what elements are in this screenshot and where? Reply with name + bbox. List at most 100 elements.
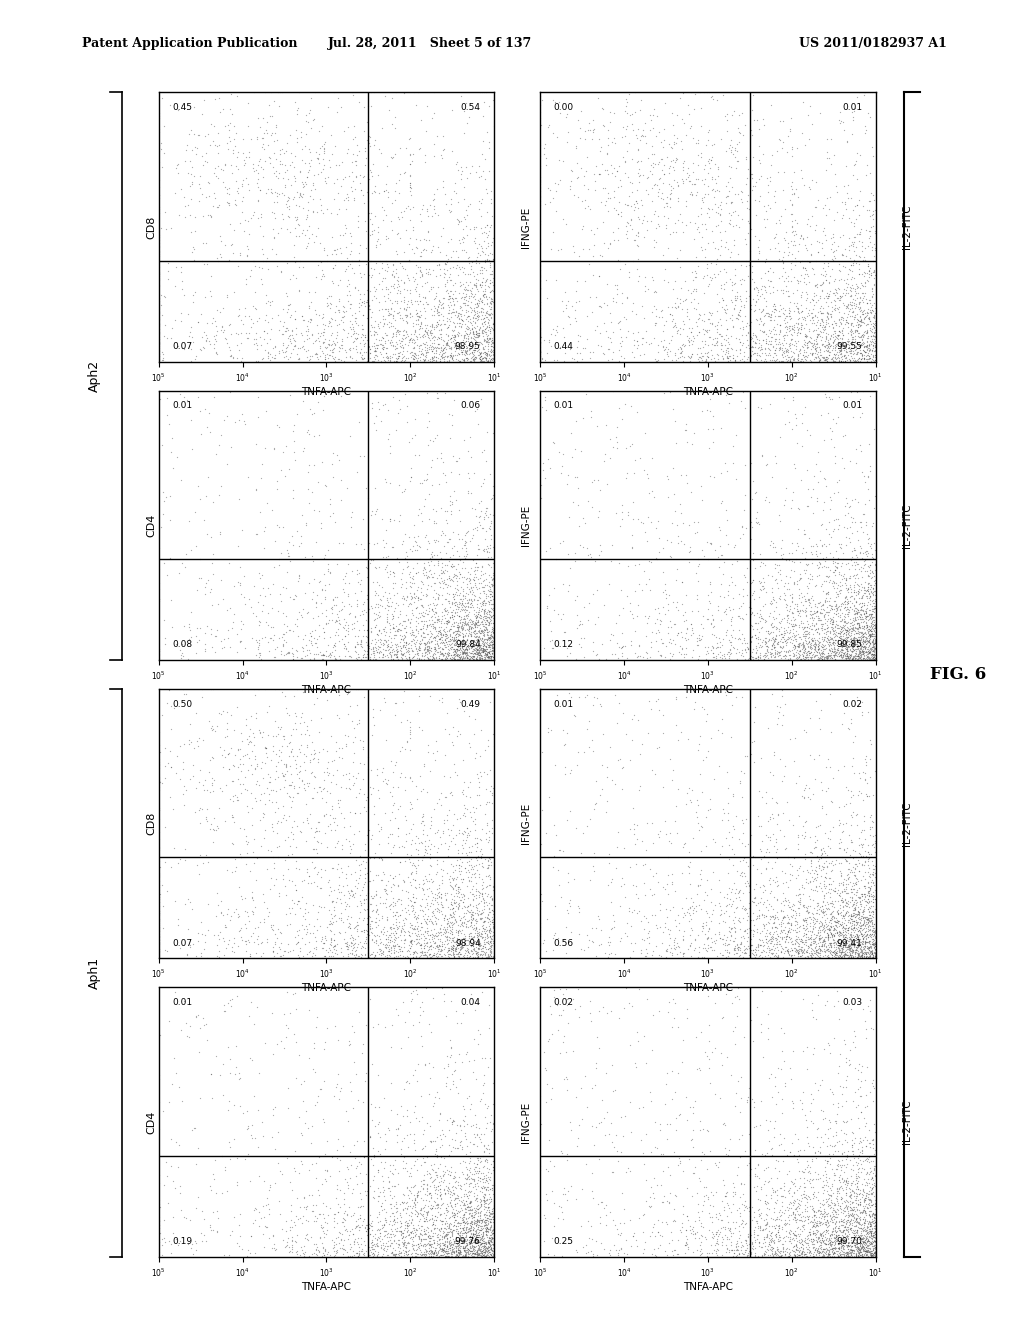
Point [818,610,835,631]
Point [442,619,459,640]
Point [865,1151,882,1172]
Point [763,1167,779,1188]
Point [463,557,479,578]
Point [723,157,739,178]
Point [860,576,877,597]
Point [777,315,794,337]
Point [390,941,407,962]
Point [853,289,869,310]
Point [769,643,785,664]
Point [857,941,873,962]
Point [458,1191,474,1212]
Point [784,1229,801,1250]
Point [427,1162,443,1183]
Point [397,1210,414,1232]
Point [748,1229,764,1250]
Point [697,940,714,961]
Point [797,777,813,799]
Point [818,638,835,659]
Point [835,1230,851,1251]
Point [459,544,475,565]
Point [462,1241,478,1262]
Point [838,632,854,653]
Point [815,315,831,337]
Point [376,1180,392,1201]
Point [469,1125,485,1146]
Point [481,642,498,663]
Point [442,292,459,313]
Point [470,325,486,346]
Point [865,634,882,655]
Point [481,95,498,116]
Point [721,836,737,857]
Point [856,931,872,952]
Point [420,1242,436,1263]
Point [292,742,308,763]
Point [816,929,833,950]
Point [413,347,429,368]
Point [171,1076,187,1097]
Point [469,1218,485,1239]
Point [644,447,660,469]
Point [859,924,876,945]
Point [774,282,791,304]
Point [170,162,186,183]
Point [239,842,255,863]
Point [843,644,859,665]
Point [771,1230,787,1251]
Point [559,645,575,667]
Point [274,944,291,965]
Point [584,302,600,323]
Point [464,1246,480,1267]
Point [627,579,643,601]
Point [467,312,483,333]
Point [848,871,864,892]
Point [376,350,392,371]
Point [374,1246,390,1267]
Point [461,932,477,953]
Point [808,602,824,623]
Point [473,500,489,521]
Point [800,903,816,924]
Point [414,1225,430,1246]
Point [582,543,598,564]
Point [401,1205,418,1226]
Point [151,874,167,895]
Point [628,449,644,470]
Point [382,304,398,325]
Point [672,343,688,364]
Point [845,565,861,586]
Point [596,594,612,615]
Point [379,603,395,624]
Point [458,1216,474,1237]
Point [426,1170,442,1191]
Point [416,350,432,371]
Point [225,219,242,240]
Point [241,223,257,244]
Point [431,944,447,965]
Point [426,1218,442,1239]
Point [736,351,753,372]
Point [483,626,500,647]
Point [834,610,850,631]
Point [753,165,769,186]
Point [416,932,432,953]
Point [752,935,768,956]
Point [203,781,219,803]
Point [833,1232,849,1253]
Point [785,389,802,411]
Point [674,572,690,593]
Point [471,234,487,255]
Point [857,946,873,968]
Point [813,405,829,426]
Point [829,883,846,904]
Point [683,343,699,364]
Point [640,183,656,205]
Point [459,568,475,589]
Point [465,610,481,631]
Point [743,603,760,624]
Point [745,471,762,492]
Point [208,444,224,465]
Point [823,923,840,944]
Point [278,643,294,664]
